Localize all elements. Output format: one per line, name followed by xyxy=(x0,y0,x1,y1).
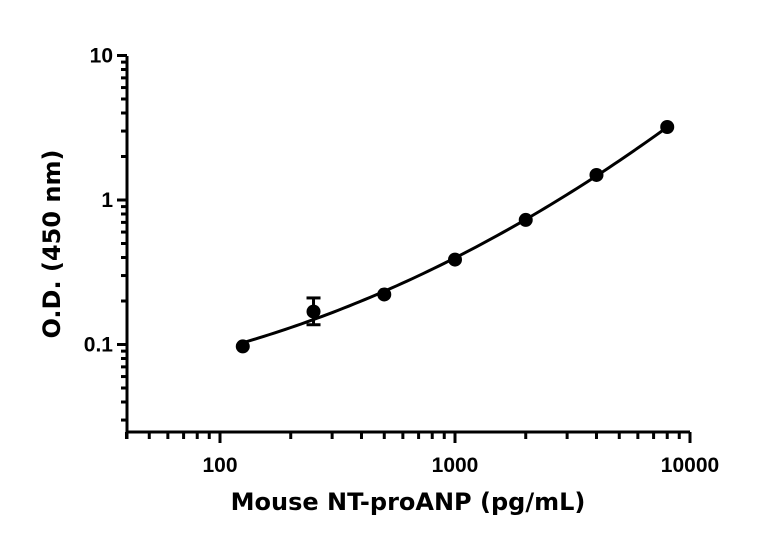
data-point xyxy=(306,304,321,319)
data-point xyxy=(377,287,392,302)
data-point xyxy=(660,120,675,135)
y-axis-title: O.D. (450 nm) xyxy=(38,150,66,339)
data-point xyxy=(235,339,250,354)
axes: 0.1 1 10 100 1000 10000 xyxy=(84,45,719,478)
x-axis-title: Mouse NT-proANP (pg/mL) xyxy=(231,488,586,516)
x-tick-label: 1000 xyxy=(432,454,479,477)
y-tick-label: 10 xyxy=(90,45,113,68)
x-tick-label: 100 xyxy=(202,454,237,477)
data-point xyxy=(589,167,604,182)
y-tick-label: 1 xyxy=(101,189,113,212)
x-tick-label: 10000 xyxy=(661,454,719,477)
fit-curve xyxy=(242,125,669,345)
data-point xyxy=(518,212,533,227)
fit-curve-path xyxy=(242,125,669,345)
data-point xyxy=(448,252,462,267)
y-tick-label: 0.1 xyxy=(84,334,114,357)
data-points xyxy=(235,120,675,354)
